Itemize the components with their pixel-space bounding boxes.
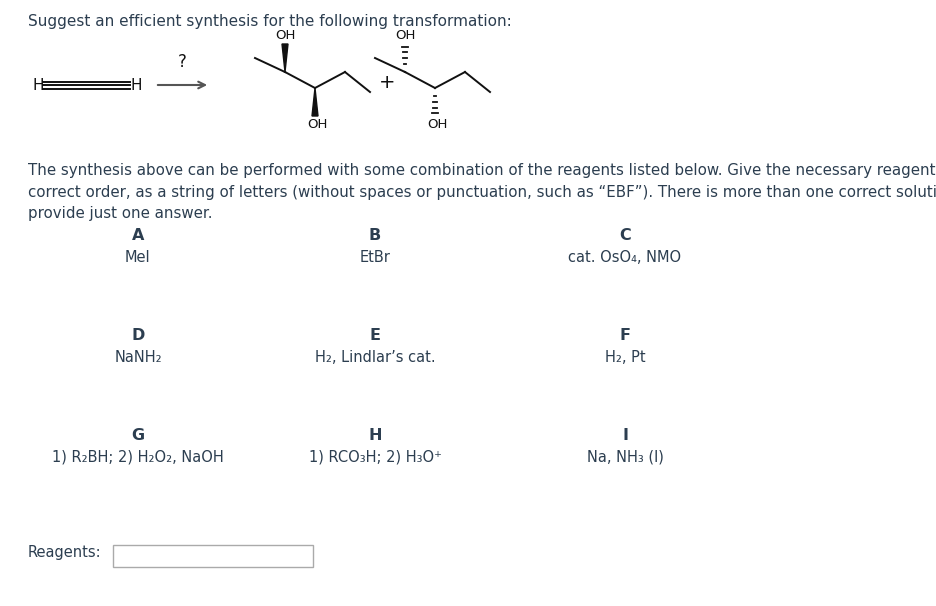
Text: Suggest an efficient synthesis for the following transformation:: Suggest an efficient synthesis for the f… bbox=[28, 14, 512, 29]
Text: 1) R₂BH; 2) H₂O₂, NaOH: 1) R₂BH; 2) H₂O₂, NaOH bbox=[52, 450, 224, 465]
Text: cat. OsO₄, NMO: cat. OsO₄, NMO bbox=[568, 250, 681, 265]
Text: OH: OH bbox=[307, 118, 328, 131]
Text: H: H bbox=[368, 428, 382, 443]
Text: A: A bbox=[132, 228, 144, 243]
Polygon shape bbox=[282, 44, 288, 72]
Text: B: B bbox=[369, 228, 381, 243]
Text: Na, NH₃ (l): Na, NH₃ (l) bbox=[587, 450, 664, 465]
Text: D: D bbox=[131, 328, 145, 343]
Text: E: E bbox=[370, 328, 381, 343]
Text: H: H bbox=[130, 78, 141, 93]
Text: H₂, Lindlar’s cat.: H₂, Lindlar’s cat. bbox=[314, 350, 435, 365]
Text: C: C bbox=[619, 228, 631, 243]
Text: F: F bbox=[620, 328, 631, 343]
Text: NaNH₂: NaNH₂ bbox=[114, 350, 162, 365]
Text: OH: OH bbox=[275, 29, 295, 42]
Polygon shape bbox=[312, 88, 318, 116]
Text: +: + bbox=[379, 73, 395, 92]
Text: I: I bbox=[622, 428, 628, 443]
Text: OH: OH bbox=[427, 118, 447, 131]
Text: Reagents:: Reagents: bbox=[28, 545, 102, 559]
Text: ?: ? bbox=[178, 53, 186, 71]
Bar bbox=[113, 545, 313, 567]
Text: MeI: MeI bbox=[125, 250, 151, 265]
Text: H₂, Pt: H₂, Pt bbox=[605, 350, 645, 365]
Text: EtBr: EtBr bbox=[359, 250, 390, 265]
Text: 1) RCO₃H; 2) H₃O⁺: 1) RCO₃H; 2) H₃O⁺ bbox=[309, 450, 442, 465]
Text: G: G bbox=[131, 428, 144, 443]
Text: OH: OH bbox=[395, 29, 416, 42]
Text: H: H bbox=[32, 78, 43, 93]
Text: The synthesis above can be performed with some combination of the reagents liste: The synthesis above can be performed wit… bbox=[28, 163, 936, 221]
